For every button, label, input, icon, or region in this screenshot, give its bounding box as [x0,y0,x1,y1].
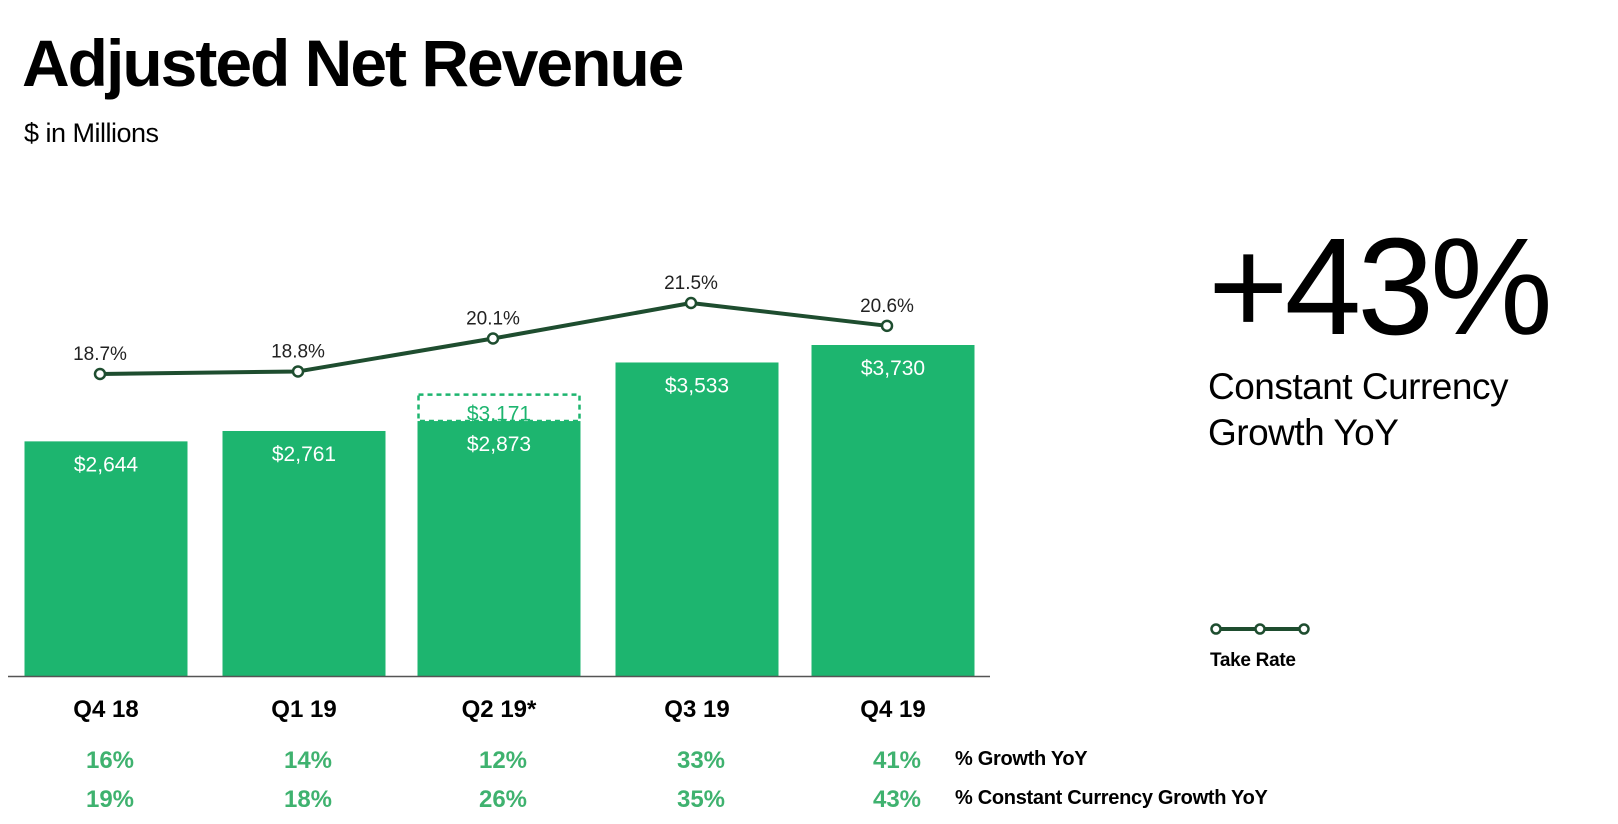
row-label-cc-growth-yoy: % Constant Currency Growth YoY [955,787,1268,809]
cc-growth-yoy-value-1: 18% [284,786,332,813]
take-rate-label-2: 20.1% [466,309,520,330]
adjusted-value-label: $3,171 [467,403,531,426]
bar-value-label-4: $3,730 [861,357,925,380]
category-label-2: Q2 19* [462,696,537,723]
category-label-4: Q4 19 [860,696,925,723]
cc-growth-yoy-value-4: 43% [873,786,921,813]
take-rate-point-4 [880,319,894,333]
take-rate-label-3: 21.5% [664,273,718,294]
callout-description-line1: Constant Currency [1208,366,1508,407]
bar-1 [222,430,386,676]
page-title: Adjusted Net Revenue [22,26,684,100]
growth-yoy-value-4: 41% [873,747,921,774]
take-rate-point-3 [684,296,698,310]
growth-callout: +43% Constant Currency Growth YoY [1208,218,1608,456]
bar-value-label-1: $2,761 [272,443,336,466]
growth-yoy-value-2: 12% [479,747,527,774]
callout-value: +43% [1208,210,1553,364]
bar-value-label-0: $2,644 [74,453,139,476]
growth-yoy-value-1: 14% [284,747,332,774]
take-rate-legend-icon [1210,623,1310,635]
take-rate-point-1 [291,365,305,378]
bar-3 [615,362,779,676]
bar-value-label-3: $3,533 [665,374,729,397]
legend-label-take-rate: Take Rate [1210,650,1296,671]
bar-4 [811,345,975,676]
page-subtitle: $ in Millions [24,118,159,148]
take-rate-label-4: 20.6% [860,296,914,317]
growth-yoy-value-0: 16% [86,747,134,774]
cc-growth-yoy-value-0: 19% [86,786,134,813]
row-label-growth-yoy: % Growth YoY [955,748,1088,770]
adjusted-bar-outline [417,393,581,423]
category-label-0: Q4 18 [73,696,138,723]
bar-0 [24,441,188,676]
growth-yoy-value-3: 33% [677,747,725,774]
chart-legend: Take Rate [1210,622,1410,672]
take-rate-point-2 [486,332,500,345]
bar-2 [417,421,581,676]
cc-growth-yoy-value-3: 35% [677,786,725,813]
callout-description-line2: Growth YoY [1208,412,1399,453]
category-label-3: Q3 19 [664,696,729,723]
take-rate-label-1: 18.8% [271,341,325,362]
take-rate-point-0 [93,367,107,381]
callout-description: Constant Currency Growth YoY [1208,364,1608,456]
category-label-1: Q1 19 [271,696,336,723]
bar-value-label-2: $2,873 [467,433,531,456]
cc-growth-yoy-value-2: 26% [479,786,527,813]
take-rate-label-0: 18.7% [73,344,127,365]
